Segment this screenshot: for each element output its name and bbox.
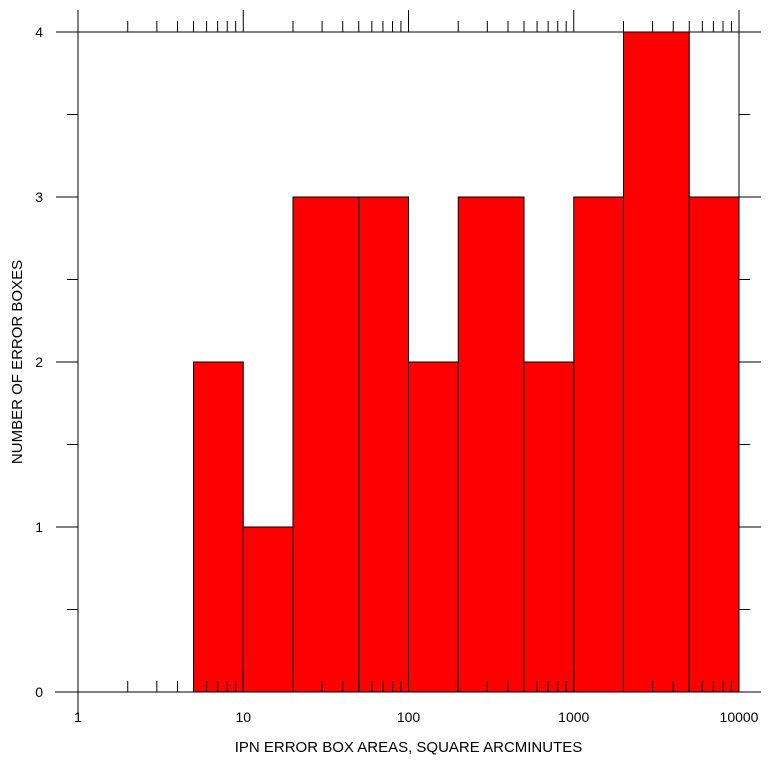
bar-9 bbox=[688, 196, 740, 693]
x-tick-label: 1000 bbox=[558, 709, 589, 725]
bar-2 bbox=[292, 196, 360, 693]
x-tick-label: 10000 bbox=[720, 709, 759, 725]
bar-6 bbox=[523, 361, 575, 693]
axes-group bbox=[55, 10, 750, 715]
bar-5 bbox=[457, 196, 525, 693]
y-tick-label: 1 bbox=[35, 519, 43, 535]
x-tick-label: 100 bbox=[397, 709, 421, 725]
y-axis-title: NUMBER OF ERROR BOXES bbox=[9, 260, 26, 464]
x-tick-label: 1 bbox=[74, 709, 82, 725]
bar-8 bbox=[622, 31, 690, 693]
ticks-group bbox=[56, 10, 761, 693]
bar-4 bbox=[408, 361, 459, 693]
bar-7 bbox=[573, 196, 624, 693]
x-tick-label: 10 bbox=[235, 709, 251, 725]
y-tick-label: 3 bbox=[35, 189, 43, 205]
y-tick-label: 2 bbox=[35, 354, 43, 370]
tick-labels-group: 1 10 100 1000 10000 0 1 2 3 4 bbox=[35, 24, 758, 725]
y-tick-label: 4 bbox=[35, 24, 43, 40]
bar-1 bbox=[242, 526, 294, 693]
x-axis-title: IPN ERROR BOX AREAS, SQUARE ARCMINUTES bbox=[235, 739, 583, 756]
bar-0 bbox=[193, 361, 244, 693]
y-tick-label: 0 bbox=[35, 684, 43, 700]
bar-3 bbox=[358, 196, 409, 693]
bars-group bbox=[193, 31, 740, 693]
